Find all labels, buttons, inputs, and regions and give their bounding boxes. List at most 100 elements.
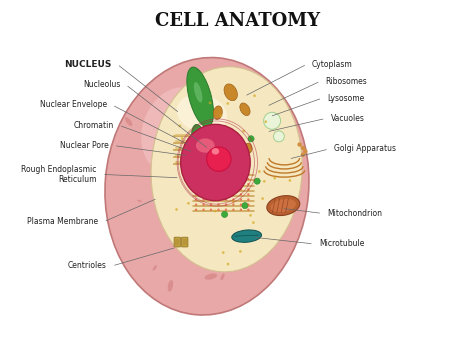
Ellipse shape bbox=[264, 112, 281, 129]
Ellipse shape bbox=[273, 177, 276, 180]
Ellipse shape bbox=[222, 251, 225, 254]
Text: Nuclear Pore: Nuclear Pore bbox=[60, 141, 109, 150]
Text: Nuclear Envelope: Nuclear Envelope bbox=[40, 100, 107, 109]
Ellipse shape bbox=[195, 198, 197, 201]
Ellipse shape bbox=[217, 203, 219, 206]
Ellipse shape bbox=[202, 178, 205, 180]
Ellipse shape bbox=[297, 142, 302, 147]
Ellipse shape bbox=[221, 211, 228, 218]
Ellipse shape bbox=[217, 173, 219, 175]
Ellipse shape bbox=[210, 198, 212, 201]
Ellipse shape bbox=[217, 188, 219, 190]
Ellipse shape bbox=[225, 188, 227, 190]
Ellipse shape bbox=[277, 207, 280, 210]
Ellipse shape bbox=[232, 209, 235, 211]
Ellipse shape bbox=[225, 203, 227, 206]
Ellipse shape bbox=[202, 203, 205, 206]
Ellipse shape bbox=[196, 139, 215, 153]
Ellipse shape bbox=[240, 193, 242, 196]
Ellipse shape bbox=[213, 106, 222, 119]
Ellipse shape bbox=[202, 183, 205, 185]
Ellipse shape bbox=[137, 200, 142, 202]
Text: Ribosomes: Ribosomes bbox=[326, 77, 367, 86]
Ellipse shape bbox=[247, 188, 249, 190]
Ellipse shape bbox=[240, 103, 250, 116]
Ellipse shape bbox=[210, 183, 212, 185]
Ellipse shape bbox=[214, 210, 217, 212]
Text: Vacuoles: Vacuoles bbox=[331, 114, 365, 123]
Ellipse shape bbox=[225, 193, 227, 196]
Ellipse shape bbox=[301, 146, 305, 150]
Ellipse shape bbox=[125, 117, 132, 126]
Ellipse shape bbox=[217, 209, 219, 211]
Ellipse shape bbox=[247, 183, 249, 185]
Text: Microtubule: Microtubule bbox=[319, 239, 365, 248]
Ellipse shape bbox=[242, 202, 248, 209]
Ellipse shape bbox=[240, 209, 242, 211]
Ellipse shape bbox=[254, 178, 260, 184]
Ellipse shape bbox=[258, 170, 261, 173]
Text: NUCLEUS: NUCLEUS bbox=[64, 60, 112, 69]
Ellipse shape bbox=[195, 132, 199, 142]
Ellipse shape bbox=[151, 67, 302, 272]
Ellipse shape bbox=[209, 102, 211, 104]
Ellipse shape bbox=[301, 153, 305, 157]
Ellipse shape bbox=[240, 173, 242, 175]
Ellipse shape bbox=[247, 203, 249, 206]
Ellipse shape bbox=[225, 209, 227, 211]
Ellipse shape bbox=[267, 196, 300, 215]
Ellipse shape bbox=[210, 178, 212, 180]
Ellipse shape bbox=[240, 178, 242, 180]
Text: Plasma Membrane: Plasma Membrane bbox=[27, 218, 99, 226]
Ellipse shape bbox=[264, 120, 267, 123]
Ellipse shape bbox=[273, 131, 284, 142]
Text: Golgi Apparatus: Golgi Apparatus bbox=[334, 144, 396, 154]
Ellipse shape bbox=[247, 209, 249, 211]
Ellipse shape bbox=[217, 198, 219, 201]
Ellipse shape bbox=[240, 198, 242, 201]
Ellipse shape bbox=[232, 200, 235, 203]
Text: Centrioles: Centrioles bbox=[68, 262, 107, 271]
Ellipse shape bbox=[271, 199, 296, 212]
Ellipse shape bbox=[202, 209, 205, 211]
Ellipse shape bbox=[249, 214, 252, 217]
Ellipse shape bbox=[227, 263, 229, 265]
Ellipse shape bbox=[204, 273, 217, 280]
Ellipse shape bbox=[181, 124, 250, 201]
Ellipse shape bbox=[227, 102, 229, 105]
Ellipse shape bbox=[187, 202, 190, 205]
Ellipse shape bbox=[232, 203, 235, 206]
Ellipse shape bbox=[225, 198, 227, 201]
Text: Rough Endoplasmic
Reticulum: Rough Endoplasmic Reticulum bbox=[21, 165, 97, 184]
Ellipse shape bbox=[245, 143, 252, 153]
Ellipse shape bbox=[195, 209, 197, 211]
Ellipse shape bbox=[289, 179, 291, 182]
Ellipse shape bbox=[247, 173, 249, 175]
Ellipse shape bbox=[232, 173, 235, 175]
Ellipse shape bbox=[225, 173, 227, 175]
Ellipse shape bbox=[217, 193, 219, 196]
Ellipse shape bbox=[225, 183, 227, 185]
Text: Chromatin: Chromatin bbox=[73, 121, 114, 130]
Ellipse shape bbox=[247, 198, 249, 201]
Ellipse shape bbox=[210, 209, 212, 211]
FancyBboxPatch shape bbox=[174, 237, 181, 247]
Ellipse shape bbox=[212, 148, 219, 155]
Ellipse shape bbox=[240, 183, 242, 185]
Ellipse shape bbox=[202, 193, 205, 196]
Text: Mitochondrion: Mitochondrion bbox=[328, 209, 383, 218]
Text: Nucleolus: Nucleolus bbox=[83, 80, 120, 89]
Ellipse shape bbox=[105, 57, 309, 315]
Ellipse shape bbox=[239, 250, 242, 253]
Text: Cytoplasm: Cytoplasm bbox=[312, 60, 353, 69]
Ellipse shape bbox=[191, 124, 206, 155]
Ellipse shape bbox=[181, 137, 183, 140]
Ellipse shape bbox=[194, 82, 202, 103]
Ellipse shape bbox=[195, 193, 197, 196]
Ellipse shape bbox=[303, 149, 308, 154]
Ellipse shape bbox=[202, 188, 205, 190]
Ellipse shape bbox=[240, 188, 242, 190]
Ellipse shape bbox=[202, 198, 205, 201]
Ellipse shape bbox=[207, 147, 231, 171]
Ellipse shape bbox=[195, 178, 197, 180]
